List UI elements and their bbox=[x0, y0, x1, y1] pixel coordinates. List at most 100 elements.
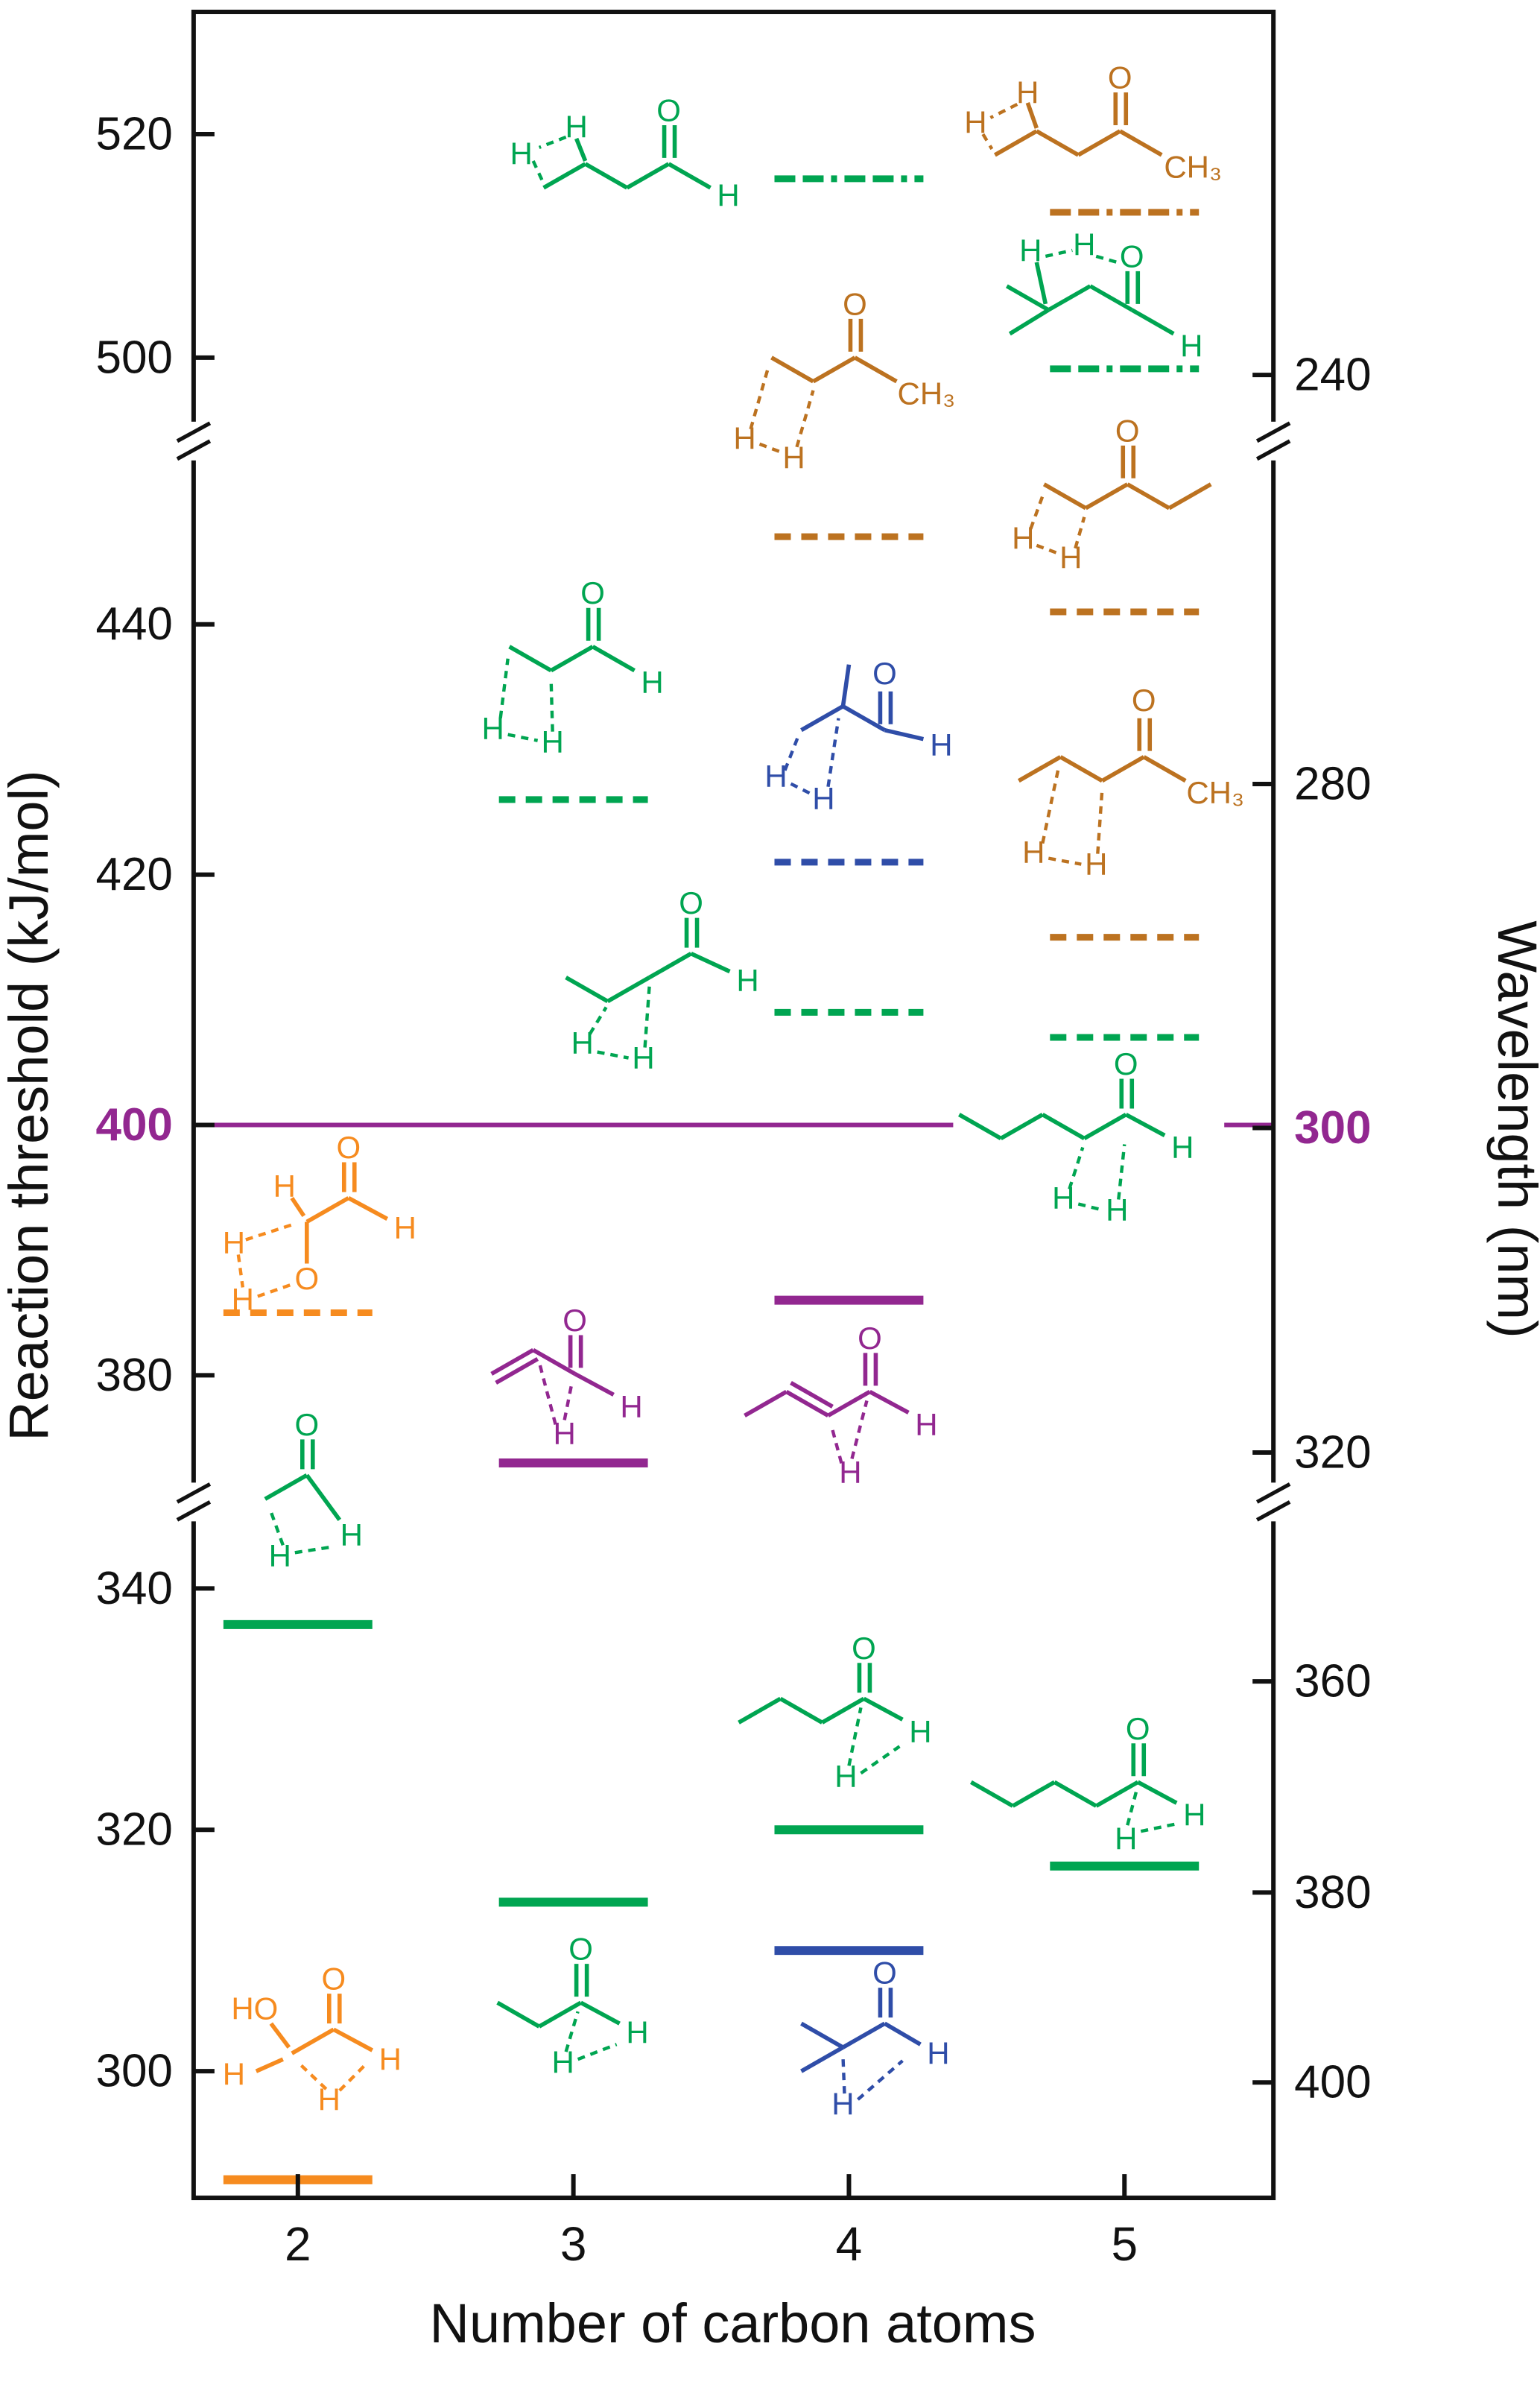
molecule-hbond-dash bbox=[294, 1545, 335, 1555]
molecule-2-butenal: O H H bbox=[744, 1321, 938, 1490]
molecule-bond bbox=[1100, 755, 1145, 783]
y-axis-left-title: Reaction threshold (kJ/mol) bbox=[0, 770, 60, 1441]
y-left-tick-label: 440 bbox=[95, 598, 172, 650]
atom-label: O bbox=[872, 656, 897, 691]
atom-label: H bbox=[641, 665, 663, 700]
atom-label: H bbox=[1019, 233, 1042, 268]
molecule-bond bbox=[532, 1348, 577, 1376]
molecule-bond bbox=[490, 1348, 535, 1376]
molecule-hbond-dash bbox=[758, 442, 785, 455]
molecule-bond bbox=[305, 1473, 342, 1522]
atom-label: CH₃ bbox=[1164, 149, 1222, 184]
atom-label: H bbox=[620, 1389, 642, 1424]
molecule-hbond-dash bbox=[841, 2056, 846, 2094]
atom-label: H bbox=[834, 1759, 857, 1794]
atom-label: H bbox=[1106, 1192, 1128, 1227]
atom-label: H bbox=[930, 727, 952, 762]
molecule-bond bbox=[800, 704, 844, 733]
molecule-bond bbox=[305, 1196, 350, 1224]
atom-label: H bbox=[1073, 227, 1095, 262]
atom-label: H bbox=[927, 2036, 949, 2071]
axis-break-slash bbox=[1255, 439, 1291, 461]
molecule-bond bbox=[770, 355, 814, 384]
y-right-tick-label: 300 bbox=[1294, 1102, 1371, 1154]
molecule-bond bbox=[347, 1196, 389, 1221]
molecule-3-pentanone: O HH bbox=[1012, 413, 1212, 575]
molecule-hbond-dash bbox=[749, 366, 770, 430]
molecule-bond bbox=[584, 162, 628, 190]
molecule-bond bbox=[332, 2027, 374, 2052]
molecule-hbond-dash bbox=[829, 1423, 843, 1464]
y-right-tick-label: 320 bbox=[1294, 1426, 1371, 1478]
atom-label: H bbox=[1171, 1130, 1194, 1165]
atom-label: H bbox=[1016, 75, 1039, 110]
molecule-hbond-dash bbox=[857, 2059, 904, 2101]
molecule-bond bbox=[812, 355, 856, 384]
molecule-bond bbox=[542, 162, 587, 190]
molecule-bond bbox=[842, 704, 886, 733]
axis-break-slash bbox=[176, 1500, 212, 1522]
molecule-bond bbox=[496, 2000, 541, 2029]
molecule-bond bbox=[565, 976, 609, 1004]
y-left-tick-label: 420 bbox=[95, 849, 172, 900]
atom-label: H bbox=[782, 440, 805, 475]
axis-break-slash bbox=[176, 421, 212, 443]
atom-label: H bbox=[1012, 520, 1034, 555]
atom-label: H bbox=[1052, 1180, 1074, 1216]
atom-label: O bbox=[1132, 683, 1156, 718]
atom-label: H bbox=[915, 1407, 937, 1442]
molecule-bond bbox=[884, 727, 925, 742]
molecule-hbond-dash bbox=[297, 2061, 328, 2090]
atom-label: H bbox=[269, 1538, 291, 1573]
molecule-hbond-dash bbox=[588, 1006, 608, 1035]
atom-label: H bbox=[541, 724, 563, 759]
axis-break-slash bbox=[176, 439, 212, 461]
molecule-hbond-dash bbox=[1068, 1146, 1085, 1190]
y-left-tick-label: 320 bbox=[95, 1804, 172, 1856]
atom-label: H bbox=[553, 1416, 575, 1451]
atom-label: H bbox=[565, 109, 587, 144]
molecule-bond bbox=[1047, 284, 1091, 312]
molecule-hbond-dash bbox=[236, 1254, 245, 1288]
y-left-tick-label: 520 bbox=[95, 108, 172, 159]
molecule-bond bbox=[999, 1113, 1044, 1140]
molecule-hbond-dash bbox=[577, 2043, 618, 2061]
molecule-hbond-dash bbox=[981, 133, 994, 151]
molecule-hbond-dash bbox=[1036, 543, 1062, 556]
atom-label: H bbox=[223, 2057, 245, 2092]
atom-label: H bbox=[733, 420, 755, 455]
molecule-bond bbox=[592, 645, 636, 673]
molecule-hbond-dash bbox=[1096, 789, 1104, 854]
molecule-propenal: O H H bbox=[490, 1303, 643, 1451]
molecule-bond bbox=[1053, 1780, 1097, 1808]
y-left-tick-label: 300 bbox=[95, 2046, 172, 2097]
atom-label: O bbox=[336, 1130, 361, 1165]
x-tick-label: 3 bbox=[560, 2217, 587, 2271]
atom-label: CH₃ bbox=[1186, 775, 1244, 810]
axis-break-slash bbox=[1255, 421, 1291, 443]
molecule-hbond-dash bbox=[1117, 1144, 1127, 1200]
molecule-bond bbox=[538, 2000, 583, 2029]
atom-label: O bbox=[580, 575, 605, 610]
atom-label: H bbox=[717, 177, 739, 212]
atom-label: H bbox=[839, 1455, 861, 1490]
molecule-hbond-dash bbox=[1126, 1790, 1138, 1826]
molecule-bond bbox=[574, 137, 588, 162]
molecule-hbond-dash bbox=[795, 390, 815, 448]
atom-label: O bbox=[843, 286, 867, 321]
molecule-propanal: O H H H bbox=[482, 575, 664, 759]
atom-label: O bbox=[679, 885, 703, 920]
molecule-hbond-dash bbox=[826, 718, 840, 788]
molecule-bond bbox=[1142, 755, 1187, 783]
molecule-bond bbox=[884, 2021, 922, 2046]
molecule-hbond-dash bbox=[564, 2011, 580, 2052]
molecule-bond bbox=[290, 1196, 306, 1218]
molecule-hbond-dash bbox=[267, 1507, 285, 1546]
molecule-butanal: O H H H bbox=[565, 885, 759, 1075]
molecule-bond bbox=[993, 129, 1038, 157]
atom-label: H bbox=[273, 1169, 296, 1204]
atom-label: O bbox=[858, 1321, 882, 1356]
molecule-bond bbox=[1126, 482, 1170, 511]
